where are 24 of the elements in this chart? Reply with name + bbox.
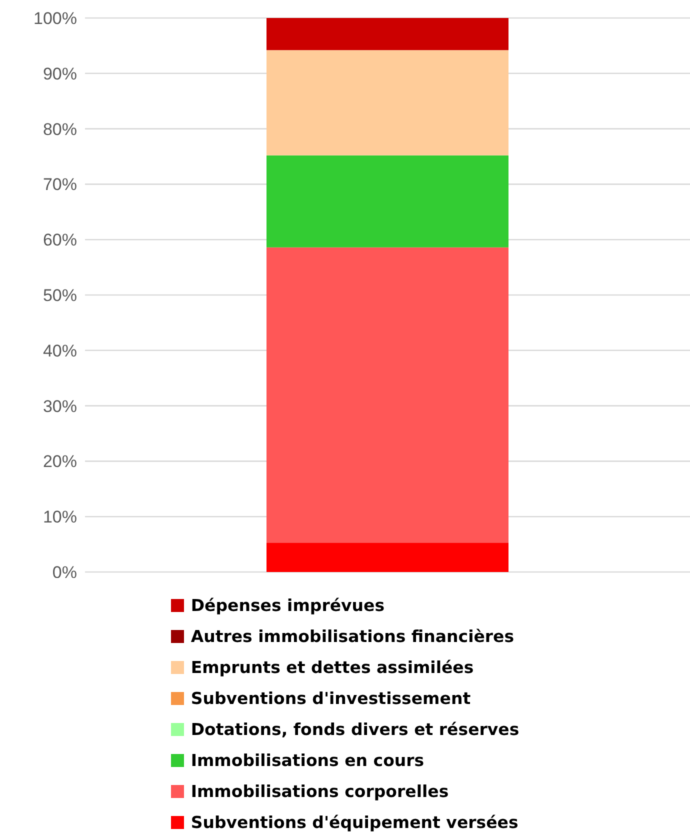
bar [266, 247, 508, 543]
bar [266, 50, 508, 156]
bar [266, 542, 508, 572]
y-tick-label: 90% [42, 64, 77, 84]
y-tick-label: 60% [42, 230, 77, 250]
y-tick-label: 100% [34, 9, 77, 28]
legend-label: Emprunts et dettes assimilées [190, 658, 474, 677]
legend-label: Autres immobilisations financières [190, 627, 514, 646]
bar [266, 18, 508, 50]
y-tick-label: 80% [42, 120, 77, 139]
y-tick-label: 0% [52, 563, 77, 582]
y-tick-label: 30% [42, 396, 77, 416]
legend-label: Subventions d'investissement [190, 689, 471, 708]
bar [266, 155, 508, 248]
y-tick-label: 40% [42, 341, 77, 360]
legend-label: Subventions d'équipement versées [190, 813, 518, 832]
legend-label: Immobilisations corporelles [190, 782, 449, 801]
y-tick-label: 70% [42, 175, 77, 194]
legend-label: Dépenses imprévues [190, 596, 385, 615]
y-tick-label: 50% [42, 286, 77, 306]
y-tick-label: 20% [42, 452, 77, 472]
legend-label: Dotations, fonds divers et réserves [190, 720, 520, 739]
legend-label: Immobilisations en cours [190, 751, 424, 770]
y-tick-label: 10% [42, 508, 77, 527]
